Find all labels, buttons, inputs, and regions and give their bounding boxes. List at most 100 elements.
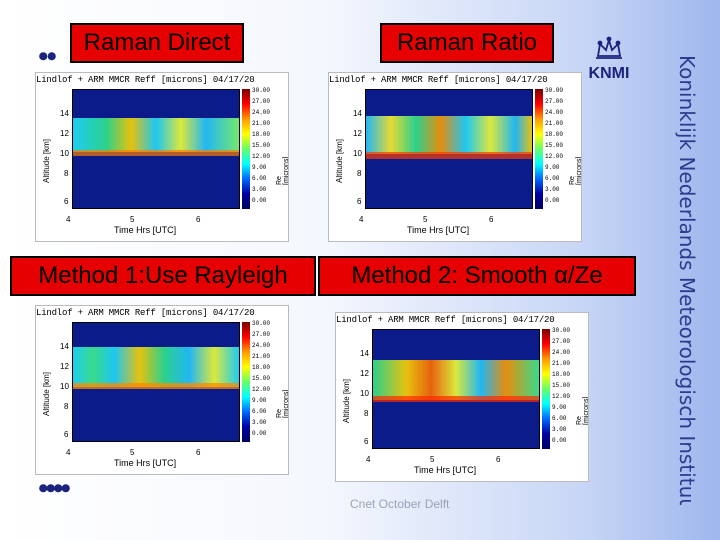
colorbar-tick: 30.00: [252, 87, 271, 94]
x-tick: 6: [196, 215, 201, 224]
x-tick: 4: [359, 215, 364, 224]
y-tick: 10: [60, 149, 69, 158]
y-tick: 8: [64, 402, 69, 411]
x-axis-label: Time Hrs [UTC]: [414, 465, 477, 475]
y-tick: 8: [357, 169, 362, 178]
colorbar: [535, 89, 543, 209]
x-tick: 4: [366, 455, 371, 464]
method2-label: Method 2: Smooth α/Ze: [318, 256, 636, 296]
y-axis-label: Altitude [km]: [342, 378, 351, 423]
method1-label: Method 1:Use Rayleigh: [10, 256, 316, 296]
knmi-logo: KNMI: [589, 36, 630, 82]
x-axis-label: Time Hrs [UTC]: [114, 458, 177, 468]
y-tick: 8: [364, 409, 369, 418]
colorbar: [242, 322, 250, 442]
colorbar-tick: 6.00: [545, 175, 560, 182]
colorbar-tick: 3.00: [252, 186, 267, 193]
crown-icon: [596, 36, 622, 59]
colorbar-tick: 18.00: [252, 364, 271, 371]
raman-ratio-label: Raman Ratio: [380, 23, 554, 63]
colorbar-unit: Re [microns]: [569, 156, 582, 185]
colorbar-tick: 21.00: [552, 360, 571, 367]
colorbar-tick: 9.00: [252, 164, 267, 171]
cloud-band: [373, 360, 539, 400]
y-axis-label: Altitude [km]: [335, 138, 344, 183]
colorbar-tick: 15.00: [252, 375, 271, 382]
panel-title: Lindlof + ARM MMCR Reff [microns] 04/17/…: [336, 315, 555, 325]
raman-direct-label: Raman Direct: [70, 23, 244, 63]
colorbar-tick: 3.00: [545, 186, 560, 193]
colorbar-tick: 0.00: [252, 430, 267, 437]
y-tick: 14: [353, 109, 362, 118]
colorbar-tick: 0.00: [552, 437, 567, 444]
knmi-wordmark: KNMI: [589, 65, 630, 82]
colorbar-tick: 27.00: [252, 331, 271, 338]
colorbar-tick: 21.00: [545, 120, 564, 127]
y-tick: 14: [60, 342, 69, 351]
colorbar-unit: Re [microns]: [276, 389, 289, 418]
y-tick: 12: [360, 369, 369, 378]
colorbar-tick: 18.00: [552, 371, 571, 378]
colorbar-tick: 3.00: [252, 419, 267, 426]
y-tick: 12: [353, 129, 362, 138]
colorbar-tick: 24.00: [552, 349, 571, 356]
colorbar-tick: 12.00: [252, 386, 271, 393]
x-axis-label: Time Hrs [UTC]: [114, 225, 177, 235]
y-tick: 10: [60, 382, 69, 391]
x-axis-label: Time Hrs [UTC]: [407, 225, 470, 235]
y-tick: 10: [353, 149, 362, 158]
colorbar-tick: 24.00: [252, 342, 271, 349]
colorbar-unit: Re [microns]: [276, 156, 289, 185]
y-tick: 12: [60, 362, 69, 371]
x-tick: 6: [196, 448, 201, 457]
cloud-base: [373, 396, 539, 402]
colorbar: [242, 89, 250, 209]
cloud-band: [73, 347, 239, 387]
y-tick: 12: [60, 129, 69, 138]
colorbar-tick: 18.00: [545, 131, 564, 138]
colorbar-tick: 15.00: [545, 142, 564, 149]
bullet-dots-top: ••: [38, 40, 57, 73]
x-tick: 5: [423, 215, 428, 224]
colorbar-tick: 12.00: [545, 153, 564, 160]
plot-panel-method1: Lindlof + ARM MMCR Reff [microns] 04/17/…: [35, 305, 289, 475]
colorbar-tick: 30.00: [552, 327, 571, 334]
colorbar-tick: 24.00: [545, 109, 564, 116]
x-tick: 4: [66, 215, 71, 224]
x-tick: 6: [489, 215, 494, 224]
colorbar-tick: 9.00: [552, 404, 567, 411]
colorbar-tick: 27.00: [552, 338, 571, 345]
cloud-base: [73, 383, 239, 389]
plot-area: [372, 329, 540, 449]
colorbar-tick: 6.00: [552, 415, 567, 422]
colorbar-tick: 6.00: [252, 175, 267, 182]
colorbar-tick: 30.00: [252, 320, 271, 327]
y-tick: 8: [64, 169, 69, 178]
panel-title: Lindlof + ARM MMCR Reff [microns] 04/17/…: [36, 75, 255, 85]
colorbar-tick: 30.00: [545, 87, 564, 94]
y-axis-label: Altitude [km]: [42, 371, 51, 416]
plot-panel-raman-direct: Lindlof + ARM MMCR Reff [microns] 04/17/…: [35, 72, 289, 242]
colorbar-tick: 12.00: [552, 393, 571, 400]
colorbar-tick: 21.00: [252, 353, 271, 360]
plot-area: [72, 89, 240, 209]
colorbar-tick: 24.00: [252, 109, 271, 116]
y-tick: 14: [60, 109, 69, 118]
colorbar-tick: 0.00: [545, 197, 560, 204]
colorbar-tick: 21.00: [252, 120, 271, 127]
cloud-band: [73, 118, 239, 152]
colorbar-unit: Re [microns]: [576, 396, 589, 425]
x-tick: 6: [496, 455, 501, 464]
colorbar-tick: 15.00: [252, 142, 271, 149]
cloud-base: [366, 152, 532, 159]
panel-title: Lindlof + ARM MMCR Reff [microns] 04/17/…: [36, 308, 255, 318]
colorbar-tick: 9.00: [252, 397, 267, 404]
panel-title: Lindlof + ARM MMCR Reff [microns] 04/17/…: [329, 75, 548, 85]
x-tick: 5: [130, 215, 135, 224]
colorbar-tick: 27.00: [252, 98, 271, 105]
y-tick: 6: [357, 197, 362, 206]
y-tick: 6: [64, 197, 69, 206]
plot-panel-method2: Lindlof + ARM MMCR Reff [microns] 04/17/…: [335, 312, 589, 482]
colorbar-tick: 0.00: [252, 197, 267, 204]
x-tick: 5: [130, 448, 135, 457]
